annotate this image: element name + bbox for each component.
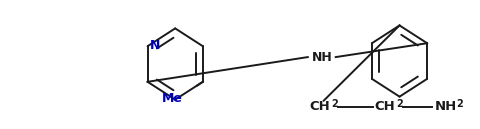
Text: 2: 2 [456,99,462,109]
Text: NH: NH [433,100,456,113]
Text: CH: CH [309,100,330,113]
Text: Me: Me [162,92,182,105]
Text: NH: NH [311,51,332,64]
Text: N: N [149,39,159,52]
Text: 2: 2 [396,99,402,109]
Text: CH: CH [374,100,395,113]
Text: 2: 2 [331,99,338,109]
